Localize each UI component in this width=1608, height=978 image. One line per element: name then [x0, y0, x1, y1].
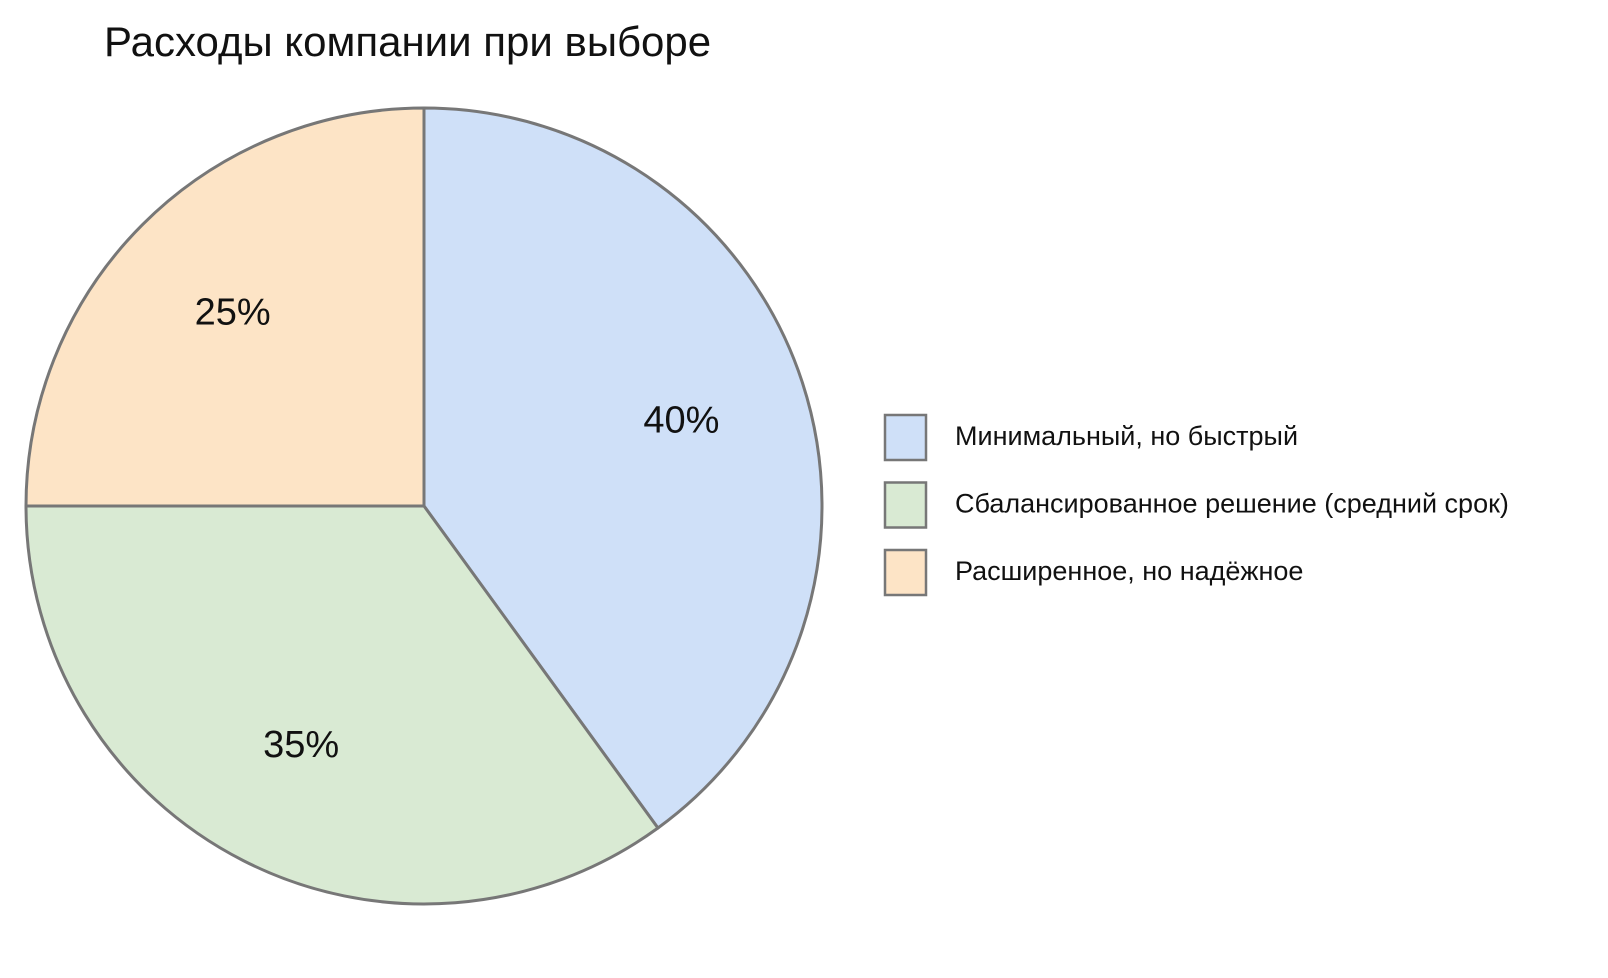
slice-label: 35% [263, 724, 339, 766]
legend-label: Минимальный, но быстрый [955, 421, 1298, 451]
legend-swatch [883, 481, 928, 529]
legend-swatch [883, 413, 928, 462]
legend-swatch [883, 548, 928, 597]
pie-slice [24, 504, 660, 906]
slice-label: 40% [643, 399, 719, 441]
pie-slice [24, 106, 426, 508]
slice-label: 25% [195, 292, 271, 334]
pie-slice [422, 106, 824, 830]
legend-label: Расширенное, но надёжное [955, 556, 1303, 586]
legend-label: Сбалансированное решение (средний срок) [955, 489, 1509, 519]
chart-title: Расходы компании при выборе [104, 18, 711, 65]
